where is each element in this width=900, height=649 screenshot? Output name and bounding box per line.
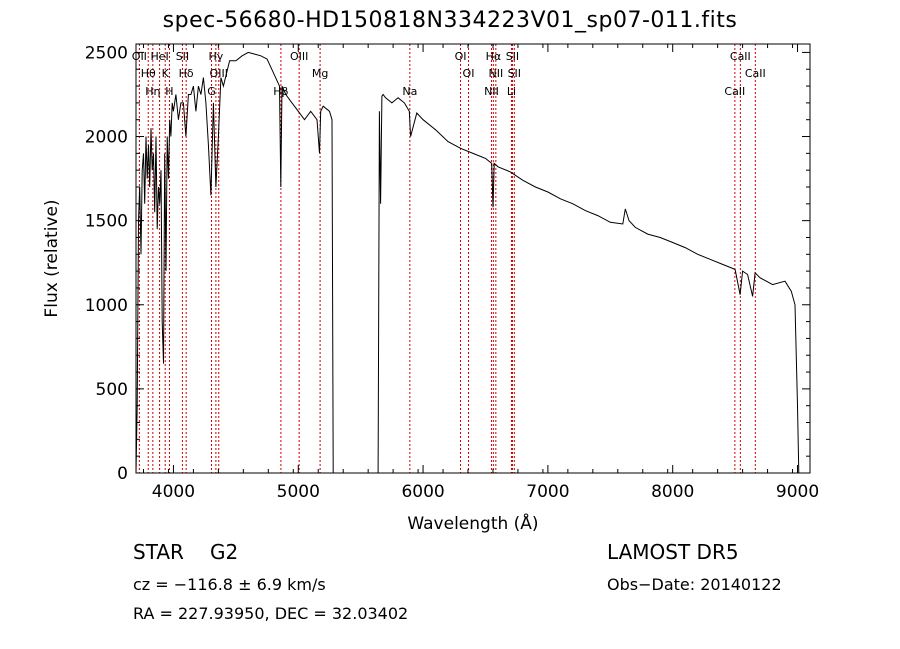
spectral-line-markers xyxy=(138,44,756,473)
spectral-line-label: K xyxy=(162,67,170,80)
spectral-line-label: Hη xyxy=(145,85,160,98)
spectral-line-label: Hγ xyxy=(208,50,223,63)
y-tick-label: 0 xyxy=(117,464,128,484)
spectral-line-label: SII xyxy=(508,67,521,80)
axis-ticks xyxy=(136,44,810,474)
chart-title: spec-56680-HD150818N334223V01_sp07-011.f… xyxy=(162,8,738,33)
y-tick-label: 2500 xyxy=(85,43,128,63)
spectral-line-label: SII xyxy=(176,50,189,63)
y-tick-label: 1000 xyxy=(85,296,128,316)
spectral-line-label: Mg xyxy=(312,67,328,80)
survey-name: LAMOST DR5 xyxy=(607,540,739,564)
x-tick-label: 8000 xyxy=(651,482,694,502)
spectral-line-labels: OIIHθHηHeIKHSIIHδGHγOIIIHβOIIIMgNaOIOINI… xyxy=(132,50,766,98)
spectral-line-label: NII xyxy=(488,67,503,80)
y-axis-label: Flux (relative) xyxy=(42,199,62,317)
spectral-line-label: Hβ xyxy=(273,85,288,98)
spectral-line-label: H xyxy=(165,85,173,98)
spectrum-series-line xyxy=(135,51,800,474)
spectral-line-label: CaII xyxy=(745,67,766,80)
object-type: STAR xyxy=(133,540,184,564)
y-tick-label: 500 xyxy=(96,380,128,400)
x-tick-label: 7000 xyxy=(526,482,569,502)
spectral-line-label: OI xyxy=(463,67,475,80)
redshift-value: cz = −116.8 ± 6.9 km/s xyxy=(133,575,326,594)
x-tick-label: 6000 xyxy=(401,482,444,502)
spectral-line-label: HeI xyxy=(150,50,168,63)
coordinates: RA = 227.93950, DEC = 32.03402 xyxy=(133,604,409,623)
spectral-subclass: G2 xyxy=(210,540,239,564)
axis-tick-labels: 4000 5000 6000 7000 8000 9000 0 500 1000 1500 2000… xyxy=(85,43,819,502)
spectral-line-label: G xyxy=(207,85,216,98)
x-tick-label: 5000 xyxy=(277,482,320,502)
spectral-line-label: OI xyxy=(455,50,467,63)
spectral-line-label: OIII xyxy=(290,50,308,63)
spectral-line-label: Na xyxy=(402,85,417,98)
spectral-line-label: Hα xyxy=(486,50,502,63)
spectral-line-label: Li xyxy=(507,85,516,98)
spectral-line-label: OIII xyxy=(210,67,228,80)
plot-frame xyxy=(135,43,811,474)
x-axis-label: Wavelength (Å) xyxy=(407,512,538,534)
y-tick-label: 2000 xyxy=(85,128,128,148)
x-tick-label: 9000 xyxy=(776,482,819,502)
spectral-line-label: CaII xyxy=(730,50,751,63)
observation-date: Obs−Date: 20140122 xyxy=(607,575,782,594)
spectral-line-label: Hδ xyxy=(179,67,194,80)
x-tick-label: 4000 xyxy=(152,482,195,502)
spectral-line-label: SII xyxy=(506,50,519,63)
spectral-line-label: CaII xyxy=(724,85,745,98)
spectral-line-label: NII xyxy=(484,85,499,98)
y-tick-label: 1500 xyxy=(85,212,128,232)
spectral-line-label: Hθ xyxy=(141,67,156,80)
